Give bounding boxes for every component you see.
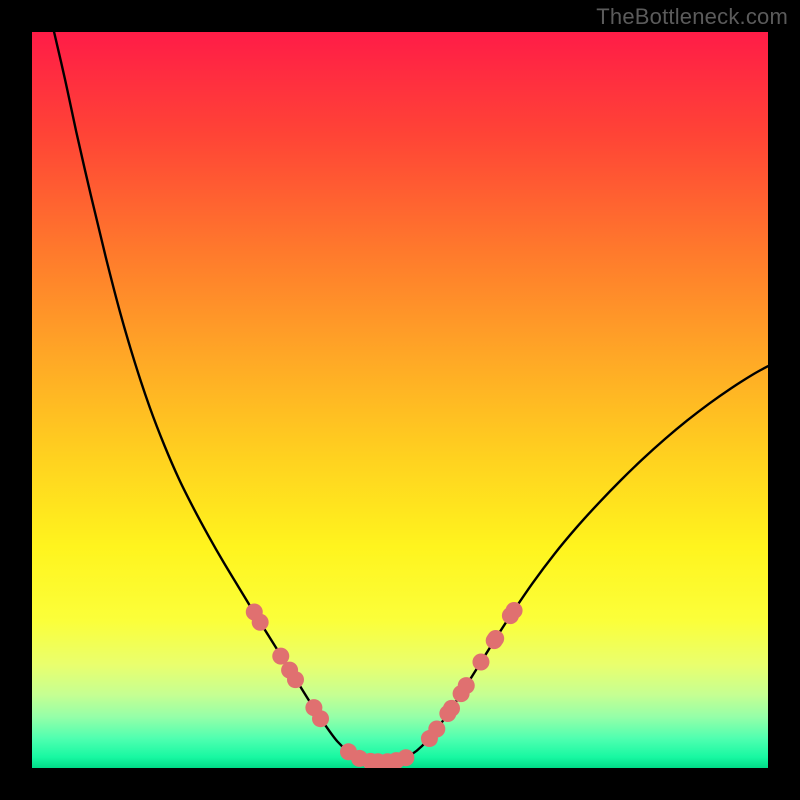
plot-area xyxy=(32,32,768,768)
data-point xyxy=(287,671,304,688)
data-point xyxy=(428,720,445,737)
chart-svg xyxy=(32,32,768,768)
watermark-text: TheBottleneck.com xyxy=(596,4,788,30)
data-point xyxy=(252,614,269,631)
data-point xyxy=(472,654,489,671)
chart-frame: TheBottleneck.com xyxy=(0,0,800,800)
data-point xyxy=(487,630,504,647)
data-point xyxy=(458,677,475,694)
data-point xyxy=(397,749,414,766)
data-point xyxy=(443,700,460,717)
data-point xyxy=(312,710,329,727)
data-point xyxy=(506,602,523,619)
data-point xyxy=(272,648,289,665)
chart-background xyxy=(32,32,768,768)
